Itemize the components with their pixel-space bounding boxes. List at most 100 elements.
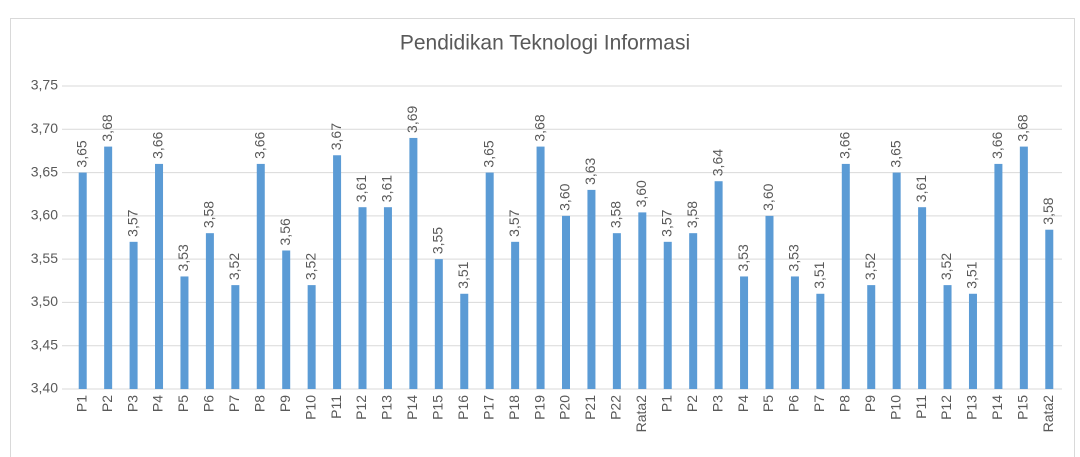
bar	[180, 276, 189, 389]
value-label: 3,69	[404, 105, 420, 132]
x-tick-label: P3	[709, 395, 725, 412]
bar	[104, 146, 113, 389]
y-tick-label: 3,60	[31, 207, 58, 223]
x-tick-label: P6	[201, 395, 217, 412]
value-label: 3,57	[506, 209, 522, 236]
bar	[612, 233, 621, 389]
bar	[740, 276, 749, 389]
value-label: 3,61	[379, 175, 395, 202]
x-tick-label: Rata2	[633, 395, 649, 433]
bar	[205, 233, 214, 389]
x-tick-label: P1	[73, 395, 89, 412]
value-label: 3,68	[531, 114, 547, 141]
chart-title: Pendidikan Teknologi Informasi	[400, 32, 690, 55]
value-label: 3,60	[760, 183, 776, 210]
y-tick-label: 3,55	[31, 250, 58, 266]
bar	[155, 163, 164, 389]
x-tick-label: P9	[277, 395, 293, 412]
bar	[663, 241, 672, 389]
bar	[383, 207, 392, 389]
x-tick-label: P2	[684, 395, 700, 412]
x-tick-label: P8	[251, 395, 267, 412]
value-label: 3,61	[353, 175, 369, 202]
bar	[689, 233, 698, 389]
y-tick-label: 3,40	[31, 380, 58, 396]
bar	[434, 259, 443, 389]
x-tick-label: P6	[786, 395, 802, 412]
bar	[78, 172, 87, 389]
bar	[841, 163, 850, 389]
bar	[511, 241, 520, 389]
value-label: 3,58	[684, 201, 700, 228]
x-tick-label: P10	[887, 395, 903, 420]
value-label: 3,52	[226, 253, 242, 280]
x-tick-label: P21	[582, 395, 598, 420]
value-label: 3,53	[175, 244, 191, 271]
bar	[968, 293, 977, 389]
x-tick-label: P8	[836, 395, 852, 412]
value-label: 3,63	[582, 157, 598, 184]
x-tick-label: P2	[99, 395, 115, 412]
x-tick-label: P3	[124, 395, 140, 412]
value-label: 3,68	[1015, 114, 1031, 141]
x-tick-label: P4	[735, 395, 751, 412]
value-label: 3,52	[302, 253, 318, 280]
x-tick-label: P10	[302, 395, 318, 420]
value-label: 3,66	[150, 131, 166, 158]
x-tick-label: P17	[480, 395, 496, 420]
value-label: 3,66	[251, 131, 267, 158]
value-label: 3,57	[658, 209, 674, 236]
bar	[536, 146, 545, 389]
value-label: 3,53	[735, 244, 751, 271]
value-label: 3,65	[73, 140, 89, 167]
x-tick-label: P7	[226, 395, 242, 412]
x-tick-label: P12	[938, 395, 954, 420]
bar	[1045, 229, 1054, 389]
x-tick-label: P5	[175, 395, 191, 412]
bar	[562, 215, 570, 389]
x-tick-label: P15	[1015, 395, 1031, 420]
x-tick-label: P13	[379, 395, 395, 420]
x-tick-label: P11	[328, 395, 344, 419]
value-label: 3,65	[887, 140, 903, 167]
bar	[638, 212, 647, 389]
value-label: 3,66	[989, 131, 1005, 158]
x-tick-label: P14	[989, 395, 1005, 420]
bar	[714, 181, 723, 389]
x-tick-label: P7	[811, 395, 827, 412]
y-tick-label: 3,70	[31, 120, 58, 136]
value-label: 3,51	[455, 261, 471, 288]
y-tick-label: 3,65	[31, 163, 58, 179]
bar	[1019, 146, 1028, 389]
value-label: 3,58	[201, 201, 217, 228]
value-label: 3,64	[709, 149, 725, 176]
value-label: 3,58	[608, 201, 624, 228]
bar	[256, 163, 265, 389]
value-label: 3,67	[328, 123, 344, 150]
bar	[460, 293, 469, 389]
x-tick-label: P11	[913, 395, 929, 419]
x-tick-label: Rata2	[1040, 395, 1056, 433]
bar	[358, 207, 367, 389]
bar	[765, 215, 774, 389]
bar	[587, 189, 596, 389]
value-label: 3,60	[633, 180, 649, 207]
y-tick-label: 3,45	[31, 336, 58, 352]
value-label: 3,66	[836, 131, 852, 158]
bar	[892, 172, 901, 389]
value-label: 3,57	[124, 209, 140, 236]
value-label: 3,52	[862, 253, 878, 280]
bar	[409, 137, 418, 389]
bar	[943, 285, 952, 389]
value-label: 3,51	[964, 261, 980, 288]
bar	[333, 155, 342, 389]
bar	[485, 172, 494, 389]
x-tick-label: P13	[964, 395, 980, 420]
value-label: 3,60	[557, 183, 573, 210]
x-tick-label: P1	[658, 395, 674, 412]
x-tick-label: P22	[608, 395, 624, 420]
x-tick-label: P16	[455, 395, 471, 420]
x-tick-label: P4	[150, 395, 166, 412]
bar	[790, 276, 799, 389]
